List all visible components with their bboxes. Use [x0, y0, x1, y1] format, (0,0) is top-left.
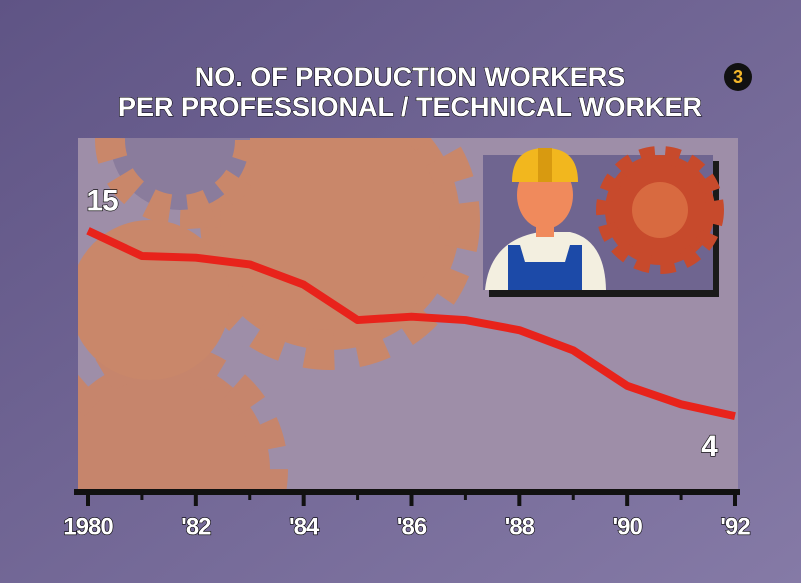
chart: NO. OF PRODUCTION WORKERS PER PROFESSION…	[0, 0, 801, 583]
x-tick-label: '84	[289, 513, 320, 540]
worker-illustration	[483, 148, 719, 297]
chart-subtitle: PER PROFESSIONAL / TECHNICAL WORKER	[118, 92, 702, 122]
data-label: 15	[86, 185, 118, 218]
x-tick-label: '82	[181, 513, 211, 540]
x-tick-label: '86	[397, 513, 427, 540]
x-axis	[74, 489, 740, 495]
x-tick-label: '92	[720, 513, 750, 540]
chart-title: NO. OF PRODUCTION WORKERS	[195, 62, 626, 92]
x-tick-label: '90	[612, 513, 642, 540]
x-tick-label: 1980	[63, 513, 113, 540]
data-label: 4	[701, 430, 718, 463]
badge: 3	[733, 67, 743, 87]
x-tick-label: '88	[505, 513, 535, 540]
